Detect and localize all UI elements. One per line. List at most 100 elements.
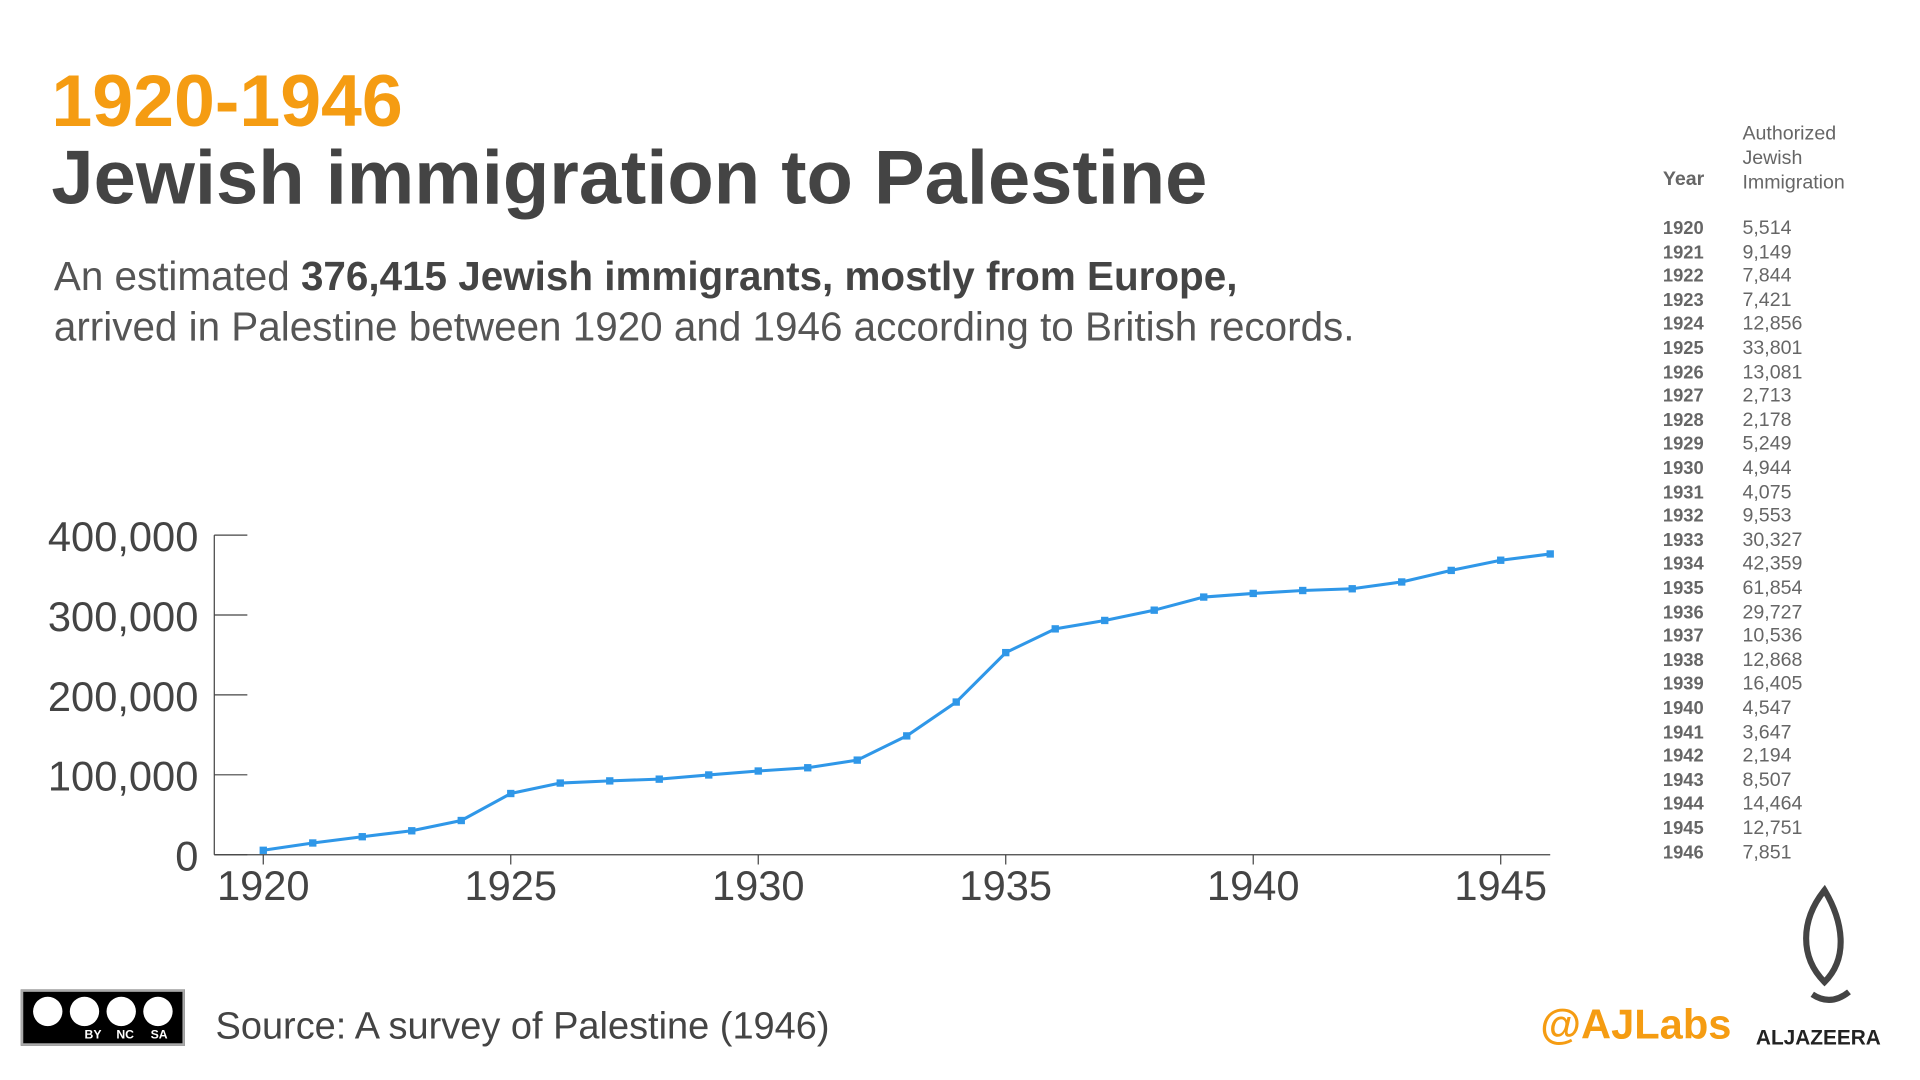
table-year: 1941: [1662, 721, 1704, 743]
license-sa: SA: [150, 1028, 168, 1043]
table-year: 1931: [1662, 481, 1704, 503]
table-year: 1935: [1662, 577, 1704, 599]
x-tick-label: 1935: [959, 862, 1052, 909]
data-point: [408, 827, 416, 835]
data-point: [457, 816, 465, 825]
table-year: 1945: [1662, 817, 1704, 839]
table-year: 1930: [1662, 457, 1704, 479]
table-header: Authorized Jewish Immigration: [1742, 123, 1845, 194]
data-point: [655, 775, 663, 783]
table-value: 4,075: [1742, 481, 1792, 503]
x-tick-label: 1940: [1207, 862, 1300, 909]
table-year: 1933: [1662, 529, 1704, 551]
data-point: [705, 771, 713, 779]
table-value: 4,547: [1742, 697, 1792, 719]
data-point: [1299, 586, 1307, 595]
data-point: [358, 833, 366, 841]
data-point: [1497, 556, 1505, 564]
table-year: 1920: [1662, 217, 1704, 239]
period: 1920-1946: [51, 60, 403, 143]
table-value: 9,553: [1742, 505, 1792, 527]
data-point: [606, 777, 614, 785]
table-year: 1943: [1662, 769, 1704, 791]
table-year: 1921: [1662, 241, 1704, 263]
title: Jewish immigration to Palestine: [51, 135, 1208, 221]
table-value: 29,727: [1742, 601, 1803, 623]
subtitle-start: An estimated: [53, 253, 290, 299]
table-value: 7,421: [1742, 289, 1792, 311]
subtitle: An estimated 376,415 Jewish immigrants, …: [54, 251, 1499, 351]
table-year: 1937: [1662, 625, 1704, 647]
x-tick-label: 1925: [464, 862, 557, 909]
table-value: 16,405: [1742, 673, 1803, 695]
data-line: [263, 552, 1551, 852]
y-tick-label: 0: [175, 833, 198, 880]
y-tick-label: 200,000: [48, 673, 198, 720]
y-tick-label: 400,000: [48, 513, 198, 560]
brand: ALJAZEERA: [1755, 1026, 1881, 1050]
table-value: 9,149: [1742, 241, 1792, 263]
table-year: 1936: [1662, 601, 1704, 623]
table-value: 10,536: [1742, 625, 1803, 647]
x-tick-label: 1945: [1454, 862, 1547, 909]
table-value: 8,507: [1742, 769, 1792, 791]
table-year: 1929: [1662, 433, 1704, 455]
table-year: 1938: [1662, 649, 1704, 671]
table-value: 2,713: [1742, 385, 1792, 407]
table-value: 61,854: [1742, 577, 1803, 599]
data-point: [1051, 625, 1059, 633]
data-point: [754, 767, 762, 775]
table-value: 12,751: [1742, 817, 1803, 839]
chart: 0 100,000 200,000 300,000 400,000 1920 1925 193…: [48, 513, 1554, 909]
data-point: [1200, 593, 1208, 601]
data-point: [1101, 616, 1109, 625]
license-nc: NC: [116, 1028, 135, 1043]
table-value: 7,844: [1742, 265, 1792, 287]
table-value: 5,249: [1742, 433, 1792, 455]
logo: [1803, 884, 1851, 1003]
table-value: 14,464: [1742, 793, 1803, 815]
table-year: 1944: [1662, 793, 1704, 815]
table-value: 33,801: [1742, 337, 1803, 359]
license-badge: BY NC SA: [20, 989, 185, 1046]
data-point: [1249, 589, 1257, 598]
table-value: 2,194: [1742, 745, 1792, 767]
handle: @AJLabs: [1540, 1001, 1732, 1049]
table-value: 13,081: [1742, 361, 1803, 383]
license-by: BY: [84, 1028, 102, 1043]
data-point: [1348, 585, 1356, 593]
y-tick-label: 100,000: [48, 753, 198, 800]
data-point: [1398, 578, 1406, 586]
table-year: 1926: [1662, 361, 1704, 383]
table-year: 1932: [1662, 505, 1704, 527]
data-point: [1447, 566, 1455, 575]
table-header: Year: [1662, 168, 1705, 190]
table-value: 3,647: [1742, 721, 1792, 743]
table-value: 30,327: [1742, 529, 1803, 551]
data-point: [952, 698, 960, 706]
table-value: 12,856: [1742, 313, 1803, 335]
data-point: [507, 789, 515, 798]
table-year: 1946: [1662, 841, 1704, 863]
table-value: 4,944: [1742, 457, 1792, 479]
table-value: 2,178: [1742, 409, 1792, 431]
data-point: [1002, 648, 1010, 657]
data-point: [853, 756, 861, 764]
data-point: [804, 764, 812, 772]
data-point: [309, 839, 317, 847]
data-point: [556, 779, 564, 787]
y-tick-label: 300,000: [48, 593, 198, 640]
table-year: 1924: [1662, 313, 1704, 335]
table-year: 1923: [1662, 289, 1704, 311]
table-year: 1934: [1662, 553, 1704, 575]
table-year: 1940: [1662, 697, 1704, 719]
table-value: 5,514: [1742, 217, 1792, 239]
table-year: 1928: [1662, 409, 1704, 431]
subtitle-bold: 376,415 Jewish immigrants, mostly from E…: [300, 253, 1238, 299]
data-point: [259, 846, 267, 854]
table-value: 7,851: [1742, 841, 1792, 863]
table-year: 1942: [1662, 745, 1704, 767]
subtitle-end: arrived in Palestine between 1920 and 19…: [53, 303, 1355, 349]
